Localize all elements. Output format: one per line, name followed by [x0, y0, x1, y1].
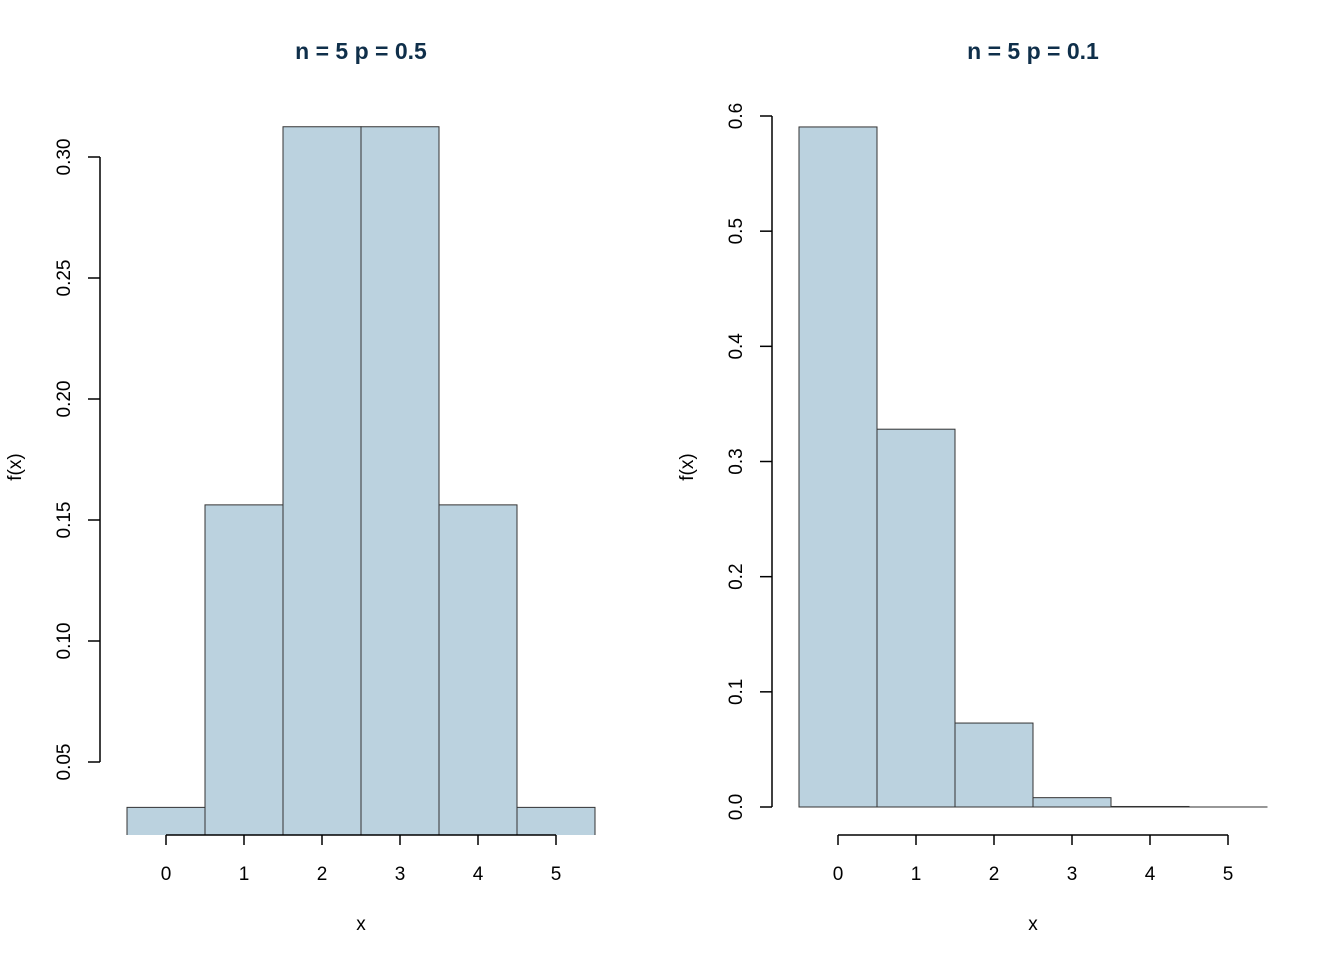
y-tick-label: 0.20 — [54, 381, 75, 418]
y-tick-label: 0.05 — [54, 744, 75, 781]
chart-title: n = 5 p = 0.1 — [967, 38, 1099, 64]
y-tick-label: 0.2 — [726, 563, 747, 589]
y-tick-label: 0.5 — [726, 218, 747, 244]
y-tick-label: 0.3 — [726, 448, 747, 474]
x-tick-label: 3 — [1067, 864, 1078, 885]
chart-title: n = 5 p = 0.5 — [295, 38, 427, 64]
x-tick-label: 2 — [317, 864, 328, 885]
x-tick-label: 3 — [395, 864, 406, 885]
y-axis-label: f(x) — [677, 453, 698, 480]
y-axis-label: f(x) — [5, 453, 26, 480]
bar-4 — [1111, 806, 1189, 807]
bar-1 — [205, 505, 283, 883]
bar-3 — [361, 127, 439, 883]
x-tick-label: 5 — [1223, 864, 1234, 885]
y-tick-label: 0.6 — [726, 103, 747, 129]
y-tick-label: 0.30 — [54, 139, 75, 176]
x-tick-label: 4 — [1145, 864, 1156, 885]
x-tick-label: 4 — [473, 864, 484, 885]
bar-1 — [877, 429, 955, 807]
y-tick-label: 0.10 — [54, 623, 75, 660]
x-axis-label: x — [1028, 914, 1038, 935]
bar-2 — [283, 127, 361, 883]
x-tick-label: 1 — [911, 864, 922, 885]
bar-3 — [1033, 798, 1111, 807]
y-tick-label: 0.25 — [54, 260, 75, 297]
x-tick-label: 1 — [239, 864, 250, 885]
x-axis-label: x — [356, 914, 366, 935]
bar-2 — [955, 723, 1033, 807]
x-tick-label: 2 — [989, 864, 1000, 885]
x-tick-label: 0 — [161, 864, 172, 885]
x-tick-label: 0 — [833, 864, 844, 885]
y-tick-label: 0.1 — [726, 679, 747, 705]
y-tick-label: 0.4 — [726, 333, 747, 360]
y-tick-label: 0.15 — [54, 502, 75, 539]
x-tick-label: 5 — [551, 864, 562, 885]
chart-panel-2: n = 5 p = 0.1 0 1 2 3 4 5 x 0.0 0.1 0.2 0.3 0.4 0.5 0.… — [677, 38, 1267, 935]
chart-panel-1: n = 5 p = 0.5 0 1 2 3 4 5 x 0.05 0.10 0.15 0.20 0.25… — [5, 38, 595, 935]
bar-4 — [439, 505, 517, 883]
y-tick-label: 0.0 — [726, 794, 747, 820]
bar-0 — [799, 127, 877, 807]
